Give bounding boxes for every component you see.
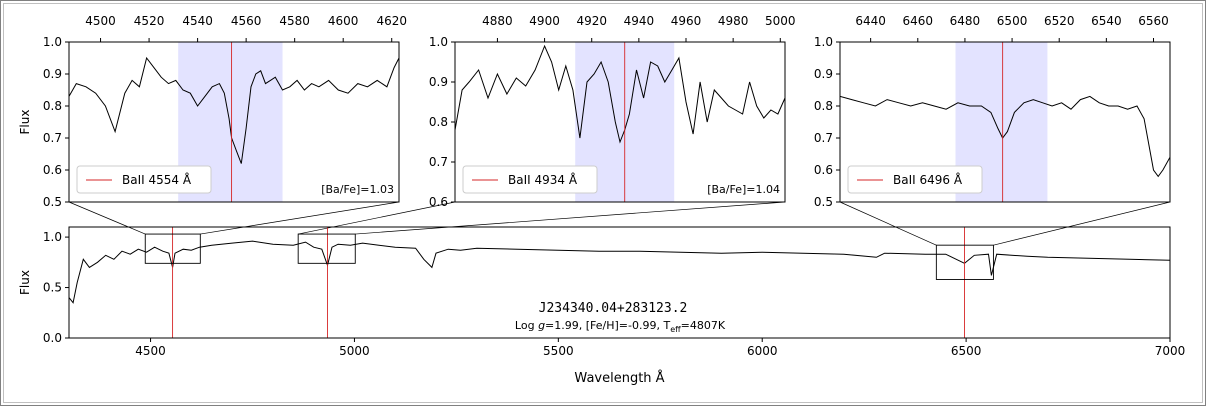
zoom-connector-line <box>839 201 937 246</box>
zoom-connector-line <box>298 201 456 235</box>
zoom-connector-line <box>355 201 786 235</box>
x-tick-label: 4620 <box>376 14 407 28</box>
y-tick-label: 0.9 <box>429 75 448 89</box>
x-tick-label: 4500 <box>85 14 116 28</box>
legend-box <box>847 165 983 194</box>
y-tick-label: 0.5 <box>43 281 62 295</box>
zoom-3-panel: 6440 6460 6480 6500 6520 6540 6560 0.5 0.6 0.7 0.8… <box>814 14 1171 209</box>
y-tick-label: 1.0 <box>43 230 62 244</box>
zoom-box <box>297 233 356 264</box>
zoom-connectors <box>68 201 1171 246</box>
y-tick-label: 0.9 <box>814 67 833 81</box>
x-tick-label: 5500 <box>543 344 574 358</box>
y-tick-label: 0.6 <box>814 163 833 177</box>
zoom-1-legend: BaII 4554 Å <box>76 165 212 194</box>
legend-box <box>462 165 598 194</box>
x-tick-label: 4580 <box>279 14 310 28</box>
y-tick-label: 0.6 <box>43 163 62 177</box>
x-tick-label: 4500 <box>135 344 166 358</box>
x-tick-label: 6560 <box>1138 14 1169 28</box>
zoom-1-axes-frame <box>68 41 400 203</box>
main-axes-frame <box>68 226 1171 339</box>
x-tick-label: 6540 <box>1091 14 1122 28</box>
x-tick-label: 7000 <box>1155 344 1186 358</box>
zoom-2-abundance-label: [Ba/Fe]=1.04 <box>707 183 780 196</box>
x-tick-label: 6500 <box>997 14 1028 28</box>
zoom-box <box>935 244 994 280</box>
y-tick-label: 0.7 <box>43 131 62 145</box>
x-tick-label: 4940 <box>624 14 655 28</box>
main-spectrum-line <box>69 240 1170 304</box>
x-axis-label: Wavelength Å <box>574 370 664 386</box>
y-tick-label: 0.8 <box>814 99 833 113</box>
legend-label: BaII 4554 Å <box>122 172 192 187</box>
y-tick-label: 0.0 <box>43 331 62 345</box>
zoom-box <box>144 233 201 264</box>
zoom-2-panel: 4880 4900 4920 4940 4960 4980 5000 0.6 0.7 0.8 0.9… <box>429 14 796 209</box>
legend-box <box>76 165 212 194</box>
zoom-connector-line <box>68 201 146 235</box>
legend-label: BaII 4934 Å <box>508 172 578 187</box>
chart-panels: 4500 5000 5500 6000 6500 7000 0.0 0.5 1.0 Flux Wav… <box>18 14 1185 386</box>
y-tick-label: 0.8 <box>429 115 448 129</box>
y-tick-label: 1.0 <box>429 35 448 49</box>
y-tick-label: 0.6 <box>429 195 448 209</box>
figure-inner-frame <box>3 3 1203 403</box>
zoom-3-spectrum-line <box>840 95 1170 178</box>
x-tick-label: 6500 <box>951 344 982 358</box>
x-tick-label: 4520 <box>134 14 165 28</box>
x-tick-label: 4560 <box>231 14 262 28</box>
x-tick-label: 5000 <box>765 14 796 28</box>
main-panel: 4500 5000 5500 6000 6500 7000 0.0 0.5 1.0 Flux Wav… <box>18 226 1186 386</box>
y-tick-label: 0.5 <box>814 195 833 209</box>
zoom-3-legend: BaII 6496 Å <box>847 165 983 194</box>
zoom-1-spectrum-line <box>69 56 399 164</box>
star-name-label: J234340.04+283123.2 <box>539 301 688 316</box>
x-tick-label: 4600 <box>328 14 359 28</box>
x-tick-label: 4920 <box>576 14 607 28</box>
y-tick-label: 0.8 <box>43 99 62 113</box>
y-tick-label: 1.0 <box>814 35 833 49</box>
stellar-params-label: Log g=1.99, [Fe/H]=-0.99, Teff=4807K <box>515 319 726 334</box>
x-tick-label: 6000 <box>747 344 778 358</box>
zoom-2-legend: BaII 4934 Å <box>462 165 598 194</box>
main-y-axis-label: Flux <box>18 270 32 295</box>
zoom-connector-line <box>200 201 400 235</box>
x-tick-label: 4880 <box>482 14 513 28</box>
x-tick-label: 6440 <box>855 14 886 28</box>
zoom-connector-line <box>993 201 1171 246</box>
x-tick-label: 6460 <box>903 14 934 28</box>
y-tick-label: 0.7 <box>429 155 448 169</box>
x-tick-label: 6480 <box>950 14 981 28</box>
zoom-2-spectrum-line <box>455 44 785 144</box>
zoom-3-axes-frame <box>839 41 1171 203</box>
x-tick-label: 4900 <box>529 14 560 28</box>
main-annotation: J234340.04+283123.2 Log g=1.99, [Fe/H]=-… <box>515 301 726 334</box>
y-tick-label: 0.7 <box>814 131 833 145</box>
y-tick-label: 0.5 <box>43 195 62 209</box>
zoom-1-panel: 4500 4520 4540 4560 4580 4600 4620 0.5 0.6 0.7 0.8… <box>18 14 407 209</box>
zoom-1-abundance-label: [Ba/Fe]=1.03 <box>321 183 394 196</box>
zoom-1-y-axis-label: Flux <box>18 110 32 135</box>
y-tick-label: 1.0 <box>43 35 62 49</box>
y-tick-label: 0.9 <box>43 67 62 81</box>
x-tick-label: 4960 <box>671 14 702 28</box>
x-tick-label: 5000 <box>339 344 370 358</box>
x-tick-label: 4980 <box>718 14 749 28</box>
x-tick-label: 6520 <box>1044 14 1075 28</box>
legend-label: BaII 6496 Å <box>893 172 963 187</box>
x-tick-label: 4540 <box>182 14 213 28</box>
